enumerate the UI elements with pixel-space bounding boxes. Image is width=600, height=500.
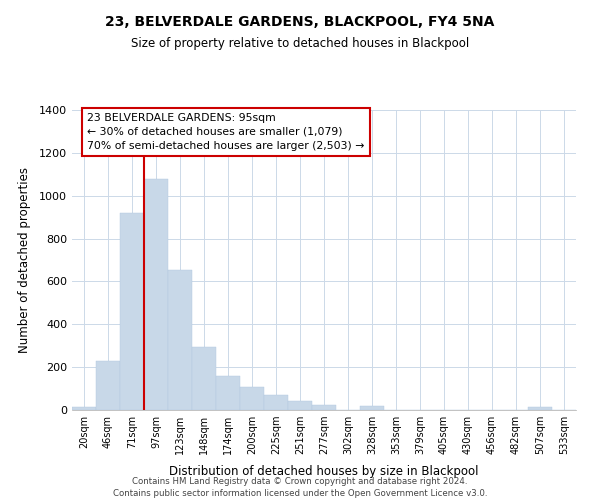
Bar: [528, 408, 552, 410]
Bar: [168, 270, 192, 410]
Bar: [216, 376, 240, 410]
Bar: [360, 406, 384, 410]
X-axis label: Distribution of detached houses by size in Blackpool: Distribution of detached houses by size …: [169, 466, 479, 478]
Text: 23 BELVERDALE GARDENS: 95sqm
← 30% of detached houses are smaller (1,079)
70% of: 23 BELVERDALE GARDENS: 95sqm ← 30% of de…: [87, 113, 364, 151]
Bar: [312, 405, 336, 410]
Text: 23, BELVERDALE GARDENS, BLACKPOOL, FY4 5NA: 23, BELVERDALE GARDENS, BLACKPOOL, FY4 5…: [106, 15, 494, 29]
Text: Contains HM Land Registry data © Crown copyright and database right 2024.: Contains HM Land Registry data © Crown c…: [132, 478, 468, 486]
Bar: [96, 360, 120, 410]
Bar: [240, 387, 264, 410]
Y-axis label: Number of detached properties: Number of detached properties: [17, 167, 31, 353]
Bar: [192, 347, 216, 410]
Text: Size of property relative to detached houses in Blackpool: Size of property relative to detached ho…: [131, 38, 469, 51]
Bar: [264, 394, 288, 410]
Bar: [120, 213, 144, 410]
Bar: [72, 407, 96, 410]
Bar: [288, 402, 312, 410]
Text: Contains public sector information licensed under the Open Government Licence v3: Contains public sector information licen…: [113, 489, 487, 498]
Bar: [144, 178, 168, 410]
